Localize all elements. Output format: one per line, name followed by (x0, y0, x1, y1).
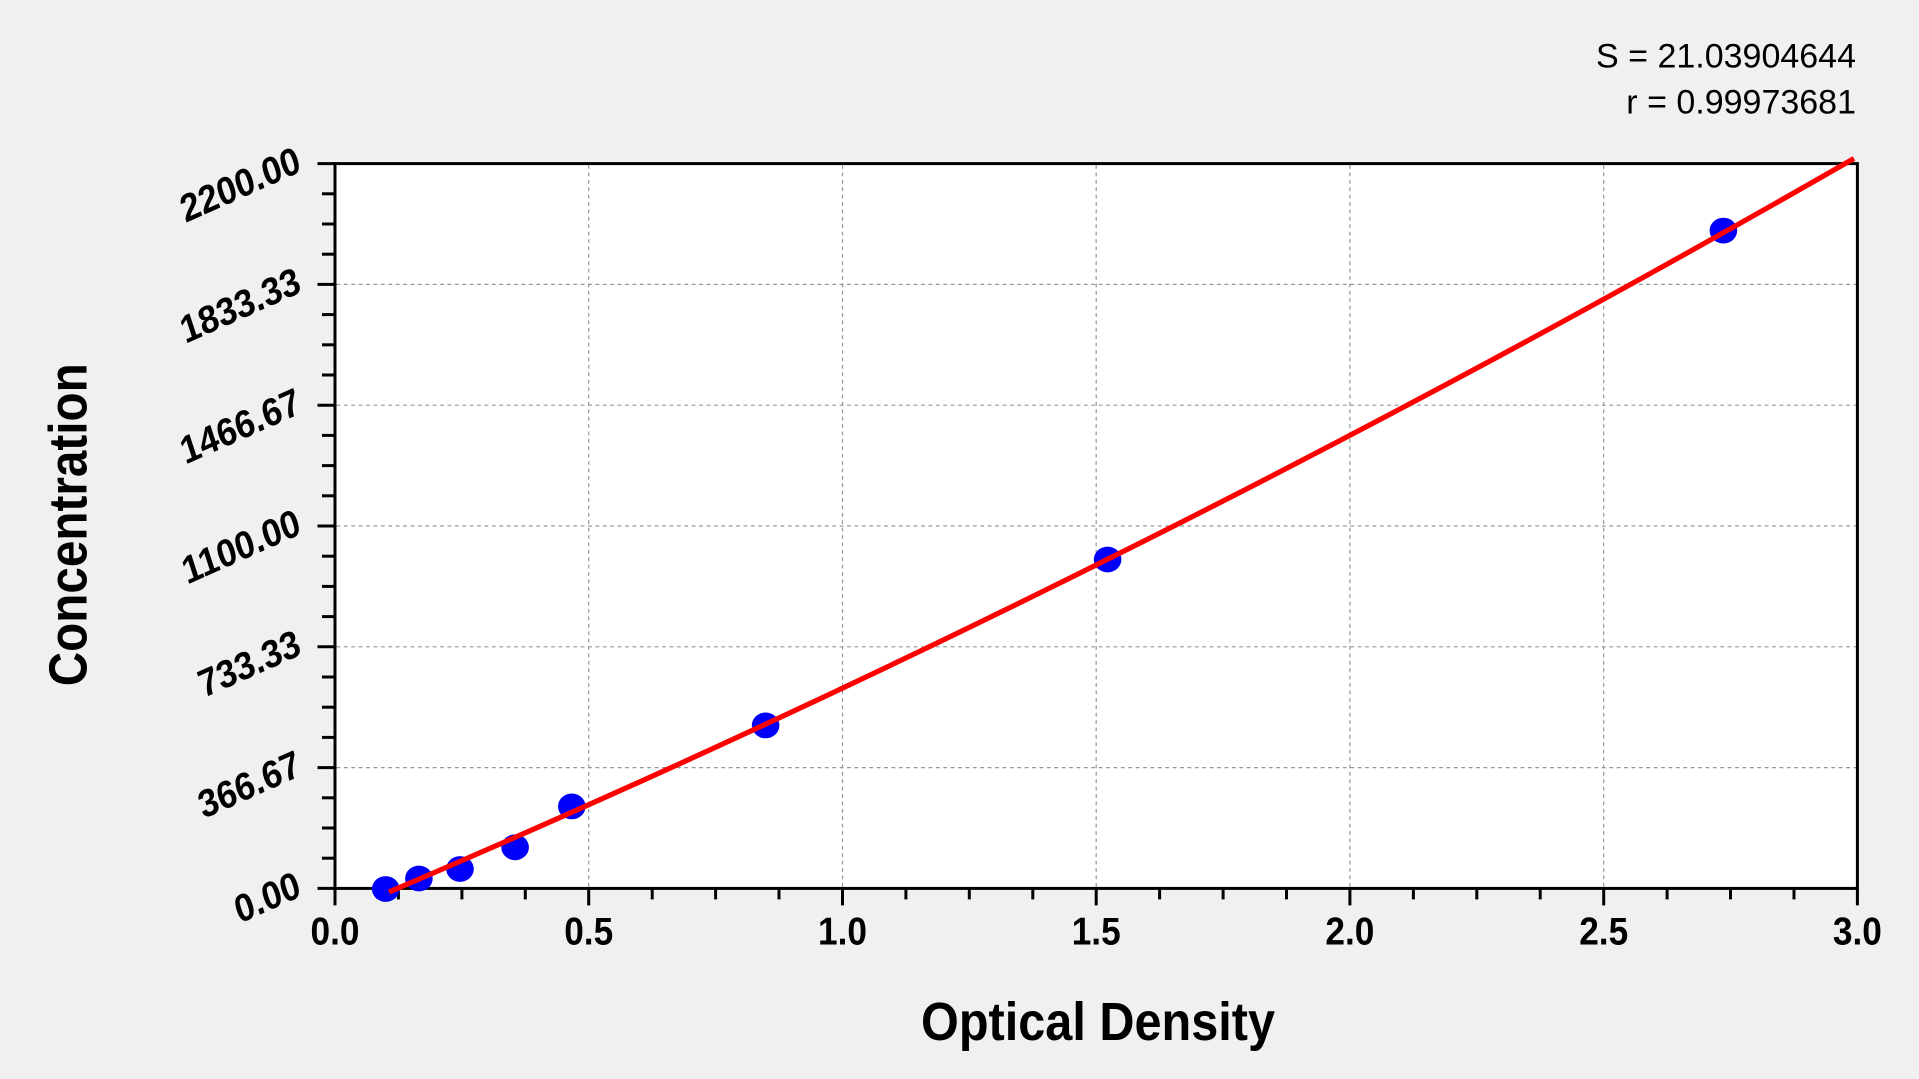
svg-text:0.5: 0.5 (564, 911, 613, 954)
svg-text:S = 21.03904644: S = 21.03904644 (1596, 38, 1856, 76)
svg-text:r = 0.99973681: r = 0.99973681 (1626, 84, 1856, 122)
svg-text:1.0: 1.0 (818, 911, 867, 954)
svg-text:Optical Density: Optical Density (921, 992, 1275, 1052)
svg-text:3.0: 3.0 (1833, 911, 1882, 954)
svg-text:2.0: 2.0 (1325, 911, 1374, 954)
svg-text:Concentration: Concentration (39, 363, 99, 686)
svg-text:2.5: 2.5 (1579, 911, 1628, 954)
svg-text:0.0: 0.0 (311, 911, 360, 954)
svg-text:1.5: 1.5 (1072, 911, 1121, 954)
